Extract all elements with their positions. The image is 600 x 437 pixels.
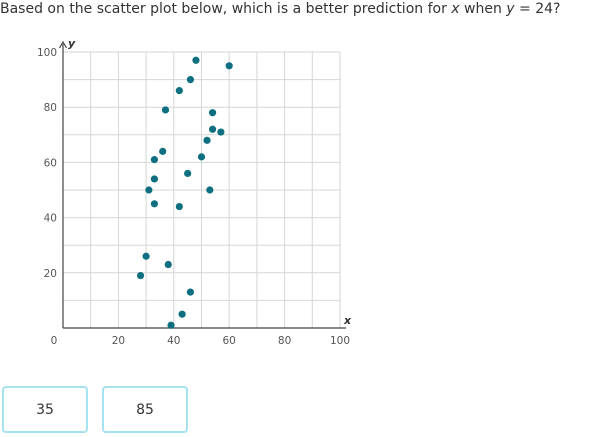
- y-tick-label: 20: [44, 268, 57, 280]
- question-text: Based on the scatter plot below, which i…: [0, 0, 600, 20]
- data-point: [178, 310, 186, 318]
- data-point: [175, 87, 183, 95]
- answer-choice-85[interactable]: 85: [102, 386, 188, 433]
- data-point: [208, 125, 217, 133]
- data-point: [192, 56, 200, 64]
- answer-choice-label: 35: [36, 401, 54, 418]
- x-tick-label: 100: [330, 335, 350, 347]
- data-point: [150, 200, 159, 208]
- y-tick-label: 100: [37, 47, 57, 59]
- question-variable-y: y: [506, 1, 515, 17]
- data-point: [203, 136, 211, 144]
- question-suffix: = 24?: [514, 1, 561, 17]
- x-tick-label: 60: [223, 335, 236, 347]
- y-tick-label: 40: [44, 213, 57, 225]
- grid: [63, 51, 341, 328]
- question-middle: when: [459, 1, 507, 17]
- data-point: [197, 153, 206, 161]
- question-prefix: Based on the scatter plot below, which i…: [0, 1, 452, 17]
- x-tick-label: 20: [112, 335, 125, 347]
- x-tick-label: 0: [51, 335, 58, 347]
- data-point: [161, 106, 170, 114]
- x-axis-label: x: [343, 314, 352, 327]
- data-point: [217, 128, 225, 136]
- data-point: [164, 260, 172, 269]
- data-point: [167, 321, 175, 329]
- data-point: [159, 147, 167, 155]
- data-point: [136, 271, 145, 280]
- axes: [58, 40, 346, 329]
- y-axis-label: y: [68, 37, 76, 50]
- x-tick-label: 80: [278, 335, 291, 347]
- data-point: [186, 288, 195, 296]
- data-point: [142, 252, 150, 260]
- y-tick-label: 60: [44, 157, 57, 169]
- data-point: [208, 109, 217, 117]
- y-axis-arrow-icon: [58, 40, 68, 49]
- data-point: [150, 156, 159, 164]
- question-variable-x: x: [451, 1, 460, 17]
- tick-labels: 0 20 40 60 80 100 20 40 60 80 100: [37, 47, 350, 347]
- data-point: [175, 202, 183, 211]
- answer-choice-35[interactable]: 35: [2, 386, 88, 433]
- data-point: [184, 169, 192, 178]
- x-tick-label: 40: [167, 335, 180, 347]
- data-points: [136, 56, 233, 329]
- data-point: [225, 62, 233, 70]
- data-point: [150, 175, 159, 183]
- data-point: [186, 76, 195, 84]
- data-point: [206, 186, 214, 194]
- data-point: [145, 186, 153, 194]
- scatter-plot: 0 20 40 60 80 100 20 40 60 80 100 x y: [37, 37, 352, 347]
- y-tick-label: 80: [44, 102, 57, 114]
- answer-choice-label: 85: [136, 401, 154, 418]
